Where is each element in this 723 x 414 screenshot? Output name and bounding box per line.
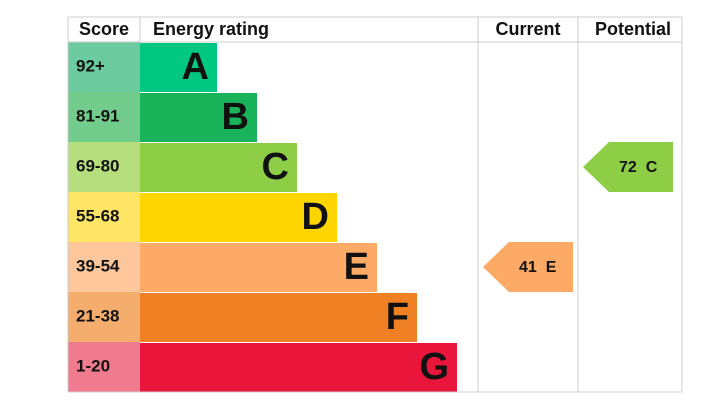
current-label: 41 E [519,259,557,276]
rating-letter: B [222,96,249,138]
rating-bar [140,343,457,392]
score-label: 92+ [76,56,105,75]
potential-label: 72 C [619,159,658,176]
score-cell [68,42,140,92]
score-cell [68,292,140,342]
score-header: Score [79,19,129,39]
rating-letter: A [182,46,209,88]
score-label: 55-68 [76,206,119,225]
rating-bar [140,93,257,142]
rating-letter: E [344,246,369,288]
rating-bar [140,243,377,292]
current-arrow [483,242,573,292]
score-label: 21-38 [76,306,119,325]
potential-header: Potential [595,19,671,39]
rating-bar [140,143,297,192]
score-label: 39-54 [76,256,120,275]
rating-bar [140,293,417,342]
score-cell [68,192,140,242]
current-letter: E [546,259,557,276]
score-cell [68,142,140,192]
rating-letter: C [262,146,289,188]
rating-header: Energy rating [153,19,269,39]
current-header: Current [495,19,560,39]
rating-bar [140,43,217,92]
potential-letter: C [646,159,658,176]
rating-letter: F [386,296,409,338]
score-label: 1-20 [76,356,110,375]
potential-value: 72 [619,159,637,176]
score-cell [68,92,140,142]
score-cell [68,242,140,292]
score-cell [68,342,140,392]
score-label: 81-91 [76,106,119,125]
score-label: 69-80 [76,156,119,175]
rating-bar [140,193,337,242]
rating-letter: D [302,196,329,238]
current-value: 41 [519,259,537,276]
rating-letter: G [419,346,449,388]
potential-arrow [583,142,673,192]
